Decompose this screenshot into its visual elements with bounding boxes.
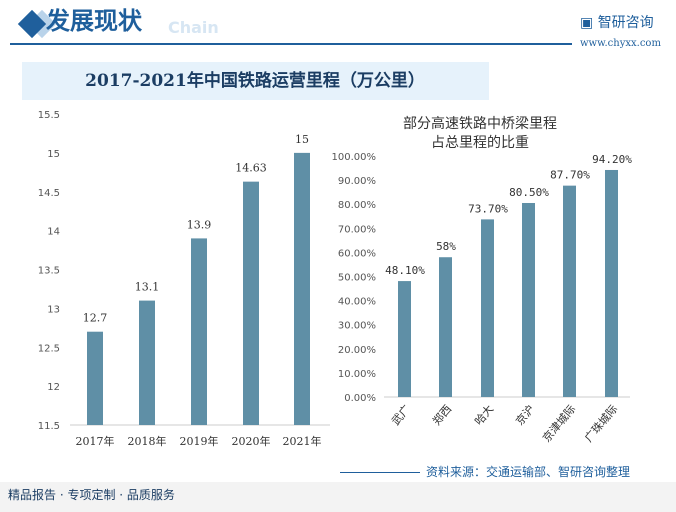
bar: [294, 152, 310, 425]
y-tick-label: 90.00%: [338, 176, 376, 187]
bar: [563, 185, 576, 397]
x-tick-label: 郑西: [429, 402, 454, 428]
data-label: 13.1: [135, 281, 160, 294]
bar: [522, 202, 535, 397]
title-band: [22, 62, 489, 100]
section-title: 发展现状: [46, 6, 142, 35]
bar: [87, 331, 103, 425]
data-label: 13.9: [187, 218, 212, 231]
logo: ▣ 智研咨询: [580, 14, 654, 32]
y-tick-label: 14: [47, 227, 60, 238]
data-label: 58%: [436, 240, 456, 253]
data-label: 48.10%: [385, 264, 425, 277]
y-tick-label: 60.00%: [338, 248, 376, 259]
chart-title: 2017-2021年中国铁路运营里程（万公里）: [85, 71, 425, 91]
y-tick-label: 12.5: [38, 343, 60, 354]
data-label: 14.63: [235, 162, 267, 175]
y-tick-label: 14.5: [38, 188, 60, 199]
x-tick-label: 2017年: [76, 434, 115, 448]
source-note: 资料来源：交通运输部、智研咨询整理: [426, 465, 631, 479]
x-tick-label: 2020年: [232, 434, 271, 448]
x-tick-label: 武广: [389, 403, 413, 428]
y-tick-label: 100.00%: [332, 152, 377, 163]
x-tick-label: 广珠城际: [581, 402, 620, 445]
bar: [481, 219, 494, 397]
bar: [439, 257, 452, 397]
y-tick-label: 40.00%: [338, 297, 376, 308]
x-tick-label: 哈大: [471, 402, 496, 428]
y-tick-label: 80.00%: [338, 200, 376, 211]
y-tick-label: 0.00%: [344, 393, 376, 404]
footer-text: 精品报告 · 专项定制 · 品质服务: [8, 488, 175, 502]
site-url: www.chyxx.com: [580, 38, 661, 49]
y-tick-label: 50.00%: [338, 273, 376, 284]
data-label: 94.20%: [592, 153, 632, 166]
chart-title: 占总里程的比重: [431, 135, 529, 151]
x-tick-label: 2021年: [283, 434, 322, 448]
data-label: 73.70%: [468, 202, 508, 215]
y-tick-label: 11.5: [38, 421, 60, 432]
y-tick-label: 10.00%: [338, 369, 376, 380]
source-divider: [340, 472, 420, 473]
data-label: 12.7: [83, 312, 108, 325]
y-tick-label: 30.00%: [338, 321, 376, 332]
y-tick-label: 13: [47, 304, 60, 315]
x-tick-label: 京沪: [512, 402, 537, 428]
y-tick-label: 20.00%: [338, 345, 376, 356]
y-tick-label: 13.5: [38, 266, 60, 277]
data-label: 15: [295, 133, 309, 146]
x-tick-label: 京津城际: [539, 402, 578, 445]
data-label: 80.50%: [509, 186, 549, 199]
x-tick-label: 2019年: [180, 434, 219, 448]
logo-icon: ▣: [580, 15, 598, 31]
footer-bar: [0, 482, 676, 512]
divider: [10, 43, 572, 45]
watermark-text: Chain: [168, 18, 219, 37]
bar: [243, 181, 259, 425]
y-tick-label: 15: [47, 149, 60, 160]
x-tick-label: 2018年: [128, 434, 167, 448]
data-label: 87.70%: [550, 169, 590, 182]
y-tick-label: 12: [47, 382, 60, 393]
y-tick-label: 70.00%: [338, 224, 376, 235]
bar: [191, 238, 207, 425]
chart-title: 部分高速铁路中桥梁里程: [403, 115, 557, 132]
y-tick-label: 15.5: [38, 110, 60, 121]
bar: [398, 281, 411, 397]
bar: [139, 300, 155, 425]
bar: [605, 169, 618, 397]
logo-text: 智研咨询: [597, 15, 654, 31]
